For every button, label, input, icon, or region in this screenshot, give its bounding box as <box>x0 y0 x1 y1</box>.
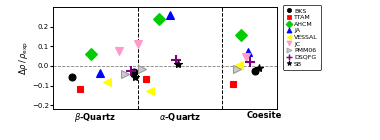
Y-axis label: $\Delta\rho\,/\,\rho_{\rm exp}$: $\Delta\rho\,/\,\rho_{\rm exp}$ <box>17 41 30 75</box>
Legend: BKS, TTAM, AHCM, JA, VESSAL, JC, PMM06, DSQFG, SB: BKS, TTAM, AHCM, JA, VESSAL, JC, PMM06, … <box>283 5 321 70</box>
